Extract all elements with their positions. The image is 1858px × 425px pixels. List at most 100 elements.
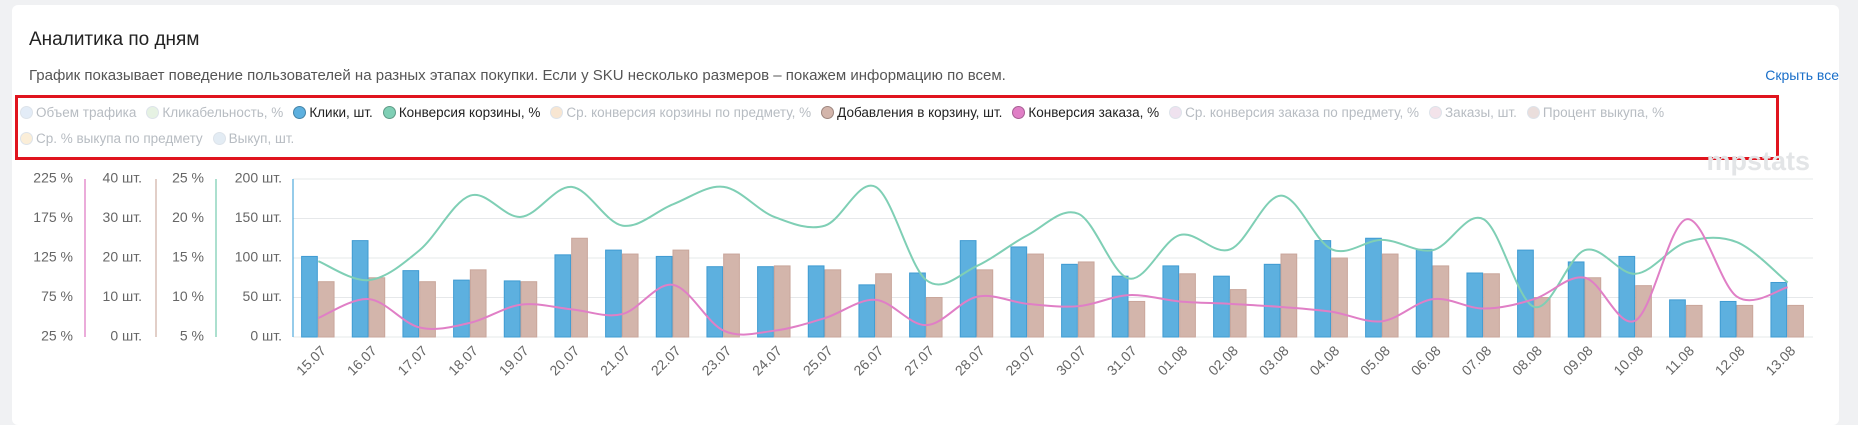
bar xyxy=(1365,237,1382,338)
bar xyxy=(1770,281,1788,338)
bar xyxy=(1213,275,1230,338)
x-tick-label: 04.08 xyxy=(1306,342,1342,378)
y-tick-label: 0 шт. xyxy=(110,328,142,344)
bar xyxy=(1314,240,1332,338)
bar xyxy=(1331,257,1348,338)
bar xyxy=(925,297,943,338)
x-tick-label: 21.07 xyxy=(597,342,633,378)
legend-swatch xyxy=(20,105,33,119)
bar xyxy=(419,281,436,338)
bar xyxy=(824,269,842,338)
x-tick-label: 03.08 xyxy=(1256,342,1292,378)
x-tick-label: 07.08 xyxy=(1458,342,1494,378)
legend-item[interactable]: Ср. % выкупа по предмету xyxy=(20,129,203,147)
legend-item[interactable]: Ср. конверсия корзины по предмету, % xyxy=(550,103,811,121)
bar xyxy=(976,269,994,338)
y-tick-label: 225 % xyxy=(33,170,73,186)
bar xyxy=(520,281,538,338)
x-tick-label: 31.07 xyxy=(1104,342,1140,378)
bar xyxy=(1229,289,1247,338)
x-tick-label: 27.07 xyxy=(901,342,937,378)
x-tick-label: 10.08 xyxy=(1610,342,1646,378)
y-tick-label: 20 % xyxy=(172,209,204,225)
legend-swatch xyxy=(821,105,835,119)
legend-item[interactable]: Ср. конверсия заказа по предмету, % xyxy=(1169,103,1419,121)
bar xyxy=(1077,261,1095,338)
legend-item[interactable]: Заказы, шт. xyxy=(1429,103,1517,121)
page: Аналитика по дням График показывает пове… xyxy=(12,5,1839,425)
bar xyxy=(1415,248,1433,338)
legend-item[interactable]: Клики, шт. xyxy=(293,103,373,121)
legend-label: Ср. конверсия заказа по предмету, % xyxy=(1185,104,1420,120)
bar xyxy=(1280,253,1298,338)
x-tick-label: 19.07 xyxy=(496,342,532,378)
legend-label: Конверсия заказа, % xyxy=(1028,104,1160,120)
bar xyxy=(453,279,470,338)
legend-label: Добавления в корзину, шт. xyxy=(837,104,1003,120)
x-tick-label: 06.08 xyxy=(1408,342,1444,378)
legend-label: Ср. конверсия корзины по предмету, % xyxy=(566,104,812,120)
x-tick-label: 16.07 xyxy=(344,342,380,378)
x-tick-label: 09.08 xyxy=(1560,342,1596,378)
y-tick-label: 15 % xyxy=(172,249,204,265)
bar xyxy=(773,265,791,338)
legend-item[interactable]: Выкуп, шт. xyxy=(212,129,294,147)
y-tick-label: 30 шт. xyxy=(103,209,142,225)
bar xyxy=(317,281,335,338)
hide-all-link[interactable]: Скрыть все xyxy=(1765,67,1839,83)
legend-item[interactable]: Объем трафика xyxy=(20,103,136,121)
legend-swatch xyxy=(20,131,33,145)
y-tick-label: 100 шт. xyxy=(235,249,282,265)
y-tick-label: 10 шт. xyxy=(103,288,142,304)
bar xyxy=(1787,304,1804,338)
description: График показывает поведение пользователе… xyxy=(29,67,1006,84)
y-tick-label: 50 шт. xyxy=(243,288,282,304)
bar xyxy=(571,237,588,338)
y-tick-label: 125 % xyxy=(33,249,73,265)
x-tick-label: 12.08 xyxy=(1712,342,1748,378)
x-tick-label: 28.07 xyxy=(952,342,988,378)
bar xyxy=(368,277,386,338)
legend-swatch xyxy=(382,105,396,119)
bar xyxy=(1483,273,1500,338)
legend-swatch xyxy=(1012,105,1026,119)
bar xyxy=(1179,273,1196,338)
bar xyxy=(1618,255,1636,338)
legend-label: Клики, шт. xyxy=(309,104,373,120)
bar xyxy=(655,255,673,338)
y-tick-label: 10 % xyxy=(172,288,204,304)
y-tick-label: 150 шт. xyxy=(235,209,282,225)
bar xyxy=(1061,263,1078,338)
bar xyxy=(469,269,487,338)
bar xyxy=(1685,304,1703,338)
bar xyxy=(1381,253,1399,338)
bar xyxy=(1010,246,1028,338)
watermark: mpstats xyxy=(1706,146,1810,176)
x-tick-label: 29.07 xyxy=(1002,342,1038,378)
x-tick-label: 23.07 xyxy=(698,342,734,378)
x-tick-label: 18.07 xyxy=(445,342,481,378)
x-tick-label: 20.07 xyxy=(546,342,582,378)
x-tick-label: 02.08 xyxy=(1205,342,1241,378)
bar xyxy=(605,249,622,338)
legend-item[interactable]: Добавления в корзину, шт. xyxy=(821,103,1002,121)
legend-item[interactable]: Конверсия заказа, % xyxy=(1012,103,1159,121)
y-tick-label: 25 % xyxy=(172,170,204,186)
y-tick-label: 25 % xyxy=(41,328,73,344)
bar xyxy=(1533,297,1551,338)
card: Аналитика по дням График показывает пове… xyxy=(12,5,1839,425)
legend-item[interactable]: Конверсия корзины, % xyxy=(382,103,540,121)
x-tick-label: 08.08 xyxy=(1509,342,1545,378)
bar xyxy=(1517,249,1534,338)
bar xyxy=(1111,275,1129,338)
bar xyxy=(1466,272,1484,338)
bar xyxy=(351,240,369,338)
legend-item[interactable]: Процент выкупа, % xyxy=(1526,103,1664,121)
legend-item[interactable]: Кликабельность, % xyxy=(146,103,283,121)
title: Аналитика по дням xyxy=(29,29,200,50)
x-tick-label: 17.07 xyxy=(394,342,430,378)
bar xyxy=(621,253,639,338)
bar xyxy=(959,240,977,338)
x-tick-label: 30.07 xyxy=(1053,342,1089,378)
bar xyxy=(1584,277,1602,338)
